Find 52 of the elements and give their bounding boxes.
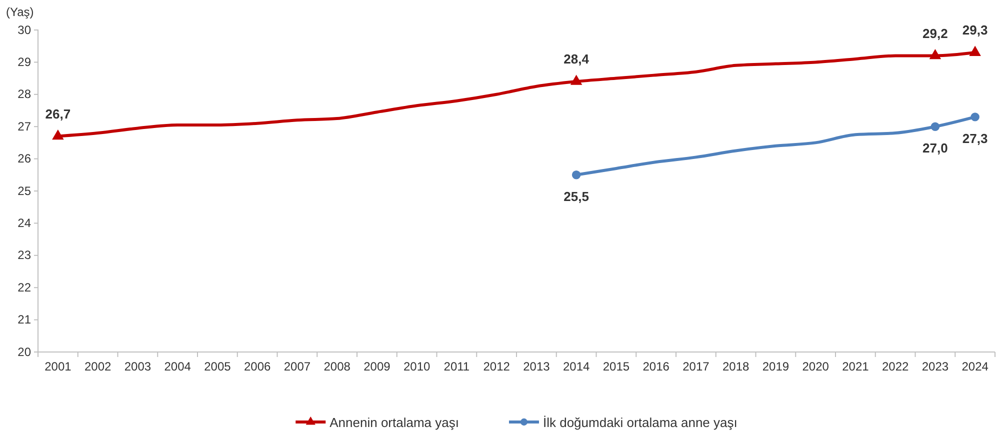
- x-tick-label: 2017: [682, 360, 710, 374]
- point: [929, 48, 942, 60]
- data-label: 29,3: [962, 22, 988, 38]
- x-tick-label: 2006: [244, 360, 271, 374]
- data-label: 28,4: [564, 52, 590, 67]
- x-tick-label: 2020: [802, 360, 830, 374]
- x-tick-label: 2005: [204, 360, 232, 374]
- x-tick-label: 2001: [44, 360, 72, 374]
- x-tick-label: 2016: [642, 360, 670, 374]
- x-tick-label: 2002: [84, 360, 112, 374]
- y-tick-label: 27: [18, 119, 32, 134]
- x-tick-label: 2004: [164, 360, 192, 374]
- legend-label: İlk doğumdaki ortalama anne yaşı: [542, 415, 738, 430]
- x-tick-label: 2015: [602, 360, 630, 374]
- point: [572, 170, 581, 180]
- x-tick-label: 2022: [882, 360, 909, 374]
- y-tick-label: 24: [18, 216, 32, 230]
- data-label: 29,2: [922, 26, 948, 41]
- legend-label: Annenin ortalama yaşı: [330, 415, 459, 430]
- point: [969, 46, 981, 56]
- y-tick-label: 23: [18, 248, 32, 262]
- x-tick-label: 2003: [124, 360, 152, 374]
- x-tick-label: 2011: [444, 360, 470, 374]
- x-tick-label: 2018: [722, 360, 750, 374]
- x-tick-label: 2024: [962, 360, 989, 374]
- y-tick-label: 20: [18, 344, 32, 359]
- x-tick-label: 2007: [284, 360, 311, 374]
- x-tick-label: 2021: [842, 360, 870, 374]
- x-tick-label: 2013: [523, 360, 550, 374]
- x-tick-label: 2009: [364, 360, 391, 374]
- x-tick-label: 2019: [762, 360, 790, 374]
- data-label: 27,0: [922, 140, 948, 156]
- point: [970, 112, 980, 122]
- y-tick-label: 22: [18, 280, 32, 294]
- x-tick-label: 2014: [562, 360, 590, 374]
- data-label: 27,3: [962, 130, 988, 146]
- y-tick-label: 25: [18, 184, 32, 198]
- point: [52, 129, 64, 140]
- y-tick-label: 28: [18, 87, 32, 102]
- y-tick-label: 21: [18, 312, 32, 327]
- y-tick-label: 26: [18, 152, 32, 166]
- x-tick-label: 2008: [324, 360, 351, 374]
- data-label: 25,5: [564, 188, 589, 204]
- y-axis-title: (Yaş): [6, 5, 34, 19]
- y-tick-label: 30: [18, 22, 32, 37]
- x-tick-label: 2023: [922, 360, 949, 374]
- point: [570, 74, 582, 85]
- data-label: 26,7: [45, 106, 71, 122]
- y-tick-label: 29: [18, 55, 32, 70]
- point: [930, 122, 940, 131]
- x-tick-label: 2012: [483, 360, 510, 374]
- x-tick-label: 2010: [403, 360, 430, 374]
